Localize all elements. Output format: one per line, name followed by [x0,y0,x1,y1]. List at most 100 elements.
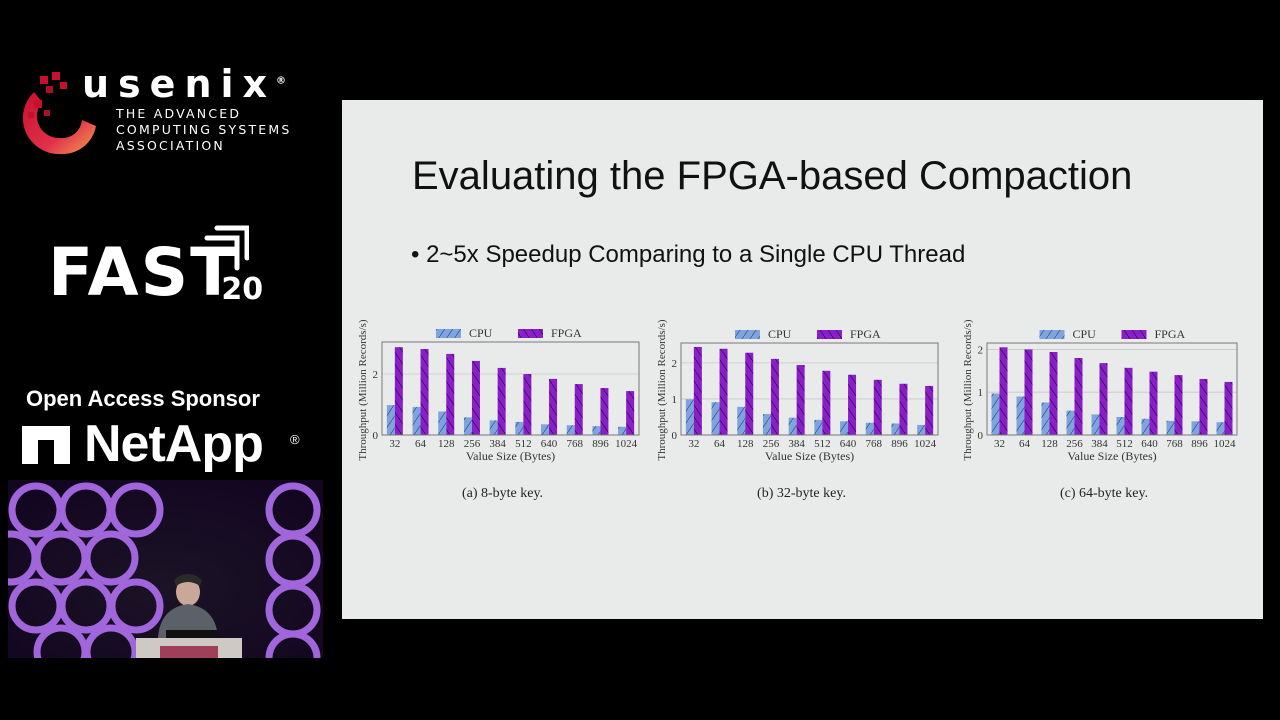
bar-cpu [865,422,874,435]
x-tick-label: 1024 [914,438,937,450]
arrows-icon [204,225,249,271]
x-tick-label: 256 [464,438,481,450]
bar-cpu [541,424,550,435]
x-tick-label: 32 [994,438,1005,450]
bar-fpga [626,391,635,435]
x-axis-label: Value Size (Bytes) [466,449,555,463]
x-tick-label: 128 [737,438,754,450]
bar-fpga [925,385,934,435]
y-tick-label: 0 [373,430,379,442]
x-tick-label: 64 [415,438,427,450]
bar-cpu [917,424,926,435]
y-tick-label: 0 [672,430,678,442]
legend-fpga-label: FPGA [850,327,881,341]
x-axis-label: Value Size (Bytes) [765,449,854,463]
usenix-subtitle: THE ADVANCED COMPUTING SYSTEMS ASSOCIATI… [116,106,292,153]
x-tick-label: 128 [1041,438,1058,450]
bar-fpga [899,383,908,435]
y-tick-label: 1 [672,394,678,406]
x-tick-label: 640 [840,438,857,450]
fast-logo: FAST [48,234,238,311]
x-tick-label: 256 [763,438,780,450]
bar-fpga [471,360,480,435]
bar-cpu [685,399,694,435]
y-axis-label: Throughput (Million Records/s) [962,319,974,460]
bar-cpu [489,420,498,435]
usenix-logo-icon [22,72,96,155]
bar-cpu [1166,420,1175,435]
bar-fpga [1099,363,1108,435]
bar-fpga [999,347,1008,435]
bar-fpga [574,384,583,435]
bar-fpga [1199,378,1208,435]
chart-a: 0 2 32 64 128 256 384 512 640 768 896 1024 CPU FPGA Va… [357,319,640,501]
netapp-logo-icon [22,426,70,464]
bar-fpga [1074,357,1083,435]
legend-fpga-label: FPGA [551,326,582,340]
x-tick-label: 64 [1019,438,1031,450]
bar-fpga [873,379,882,435]
netapp-registered: ® [290,432,300,447]
x-tick-label: 896 [1191,438,1208,450]
bar-fpga [1149,371,1158,435]
chart-caption: (c) 64-byte key. [1060,486,1148,501]
bar-fpga [1024,349,1033,435]
plot-frame [381,341,640,436]
x-tick-label: 1024 [615,438,638,450]
x-tick-label: 896 [891,438,908,450]
bar-fpga [1224,381,1233,435]
fast-year: ’20 [210,272,264,307]
bar-cpu [814,419,823,435]
y-tick-label: 2 [373,369,379,381]
legend-cpu-label: CPU [1073,327,1097,341]
bar-fpga [745,352,754,435]
bar-fpga [497,367,506,435]
x-tick-label: 128 [438,438,455,450]
slide-bullet: • 2~5x Speedup Comparing to a Single CPU… [411,241,966,268]
x-tick-label: 64 [714,438,726,450]
bar-cpu [1116,417,1125,435]
bar-fpga [394,347,403,435]
x-tick-label: 32 [389,438,400,450]
bar-fpga [549,378,558,435]
bar-cpu [1216,422,1225,435]
x-tick-label: 512 [515,438,532,450]
presentation-slide [342,100,1263,619]
chart-c: 0 1 2 32 64 128 256 384 512 640 768 896 1024 CPU FPGA V… [962,319,1238,501]
speaker-video [8,480,323,658]
bar-fpga [446,353,455,435]
usenix-wordmark: usenix® [82,62,287,106]
chart-caption: (b) 32-byte key. [757,486,846,501]
legend-cpu-swatch [734,330,760,339]
bar-fpga [822,370,831,435]
x-tick-label: 1024 [1214,438,1237,450]
bar-cpu [1091,414,1100,435]
bar-fpga [420,349,429,435]
x-tick-label: 32 [688,438,699,450]
y-axis-label: Throughput (Million Records/s) [357,319,369,460]
bar-fpga [693,346,702,435]
bar-cpu [412,406,421,435]
legend-fpga-swatch [816,330,842,339]
bar-cpu [386,405,395,435]
legend-cpu-swatch [1039,330,1065,339]
x-tick-label: 768 [1166,438,1183,450]
stage-backdrop [8,480,323,658]
y-axis-label: Throughput (Million Records/s) [656,319,668,460]
bar-cpu [592,426,601,435]
x-tick-label: 384 [489,438,506,450]
bar-cpu [1041,402,1050,435]
bar-cpu [711,402,720,435]
x-tick-label: 640 [1141,438,1158,450]
x-tick-label: 256 [1066,438,1083,450]
bar-cpu [463,417,472,435]
bar-cpu [991,393,1000,435]
x-tick-label: 384 [1091,438,1108,450]
legend-cpu-label: CPU [469,326,493,340]
y-tick-label: 2 [672,358,678,370]
bar-cpu [788,417,797,435]
legend-cpu-label: CPU [768,327,792,341]
y-tick-label: 2 [978,344,984,356]
x-axis-label: Value Size (Bytes) [1067,449,1156,463]
